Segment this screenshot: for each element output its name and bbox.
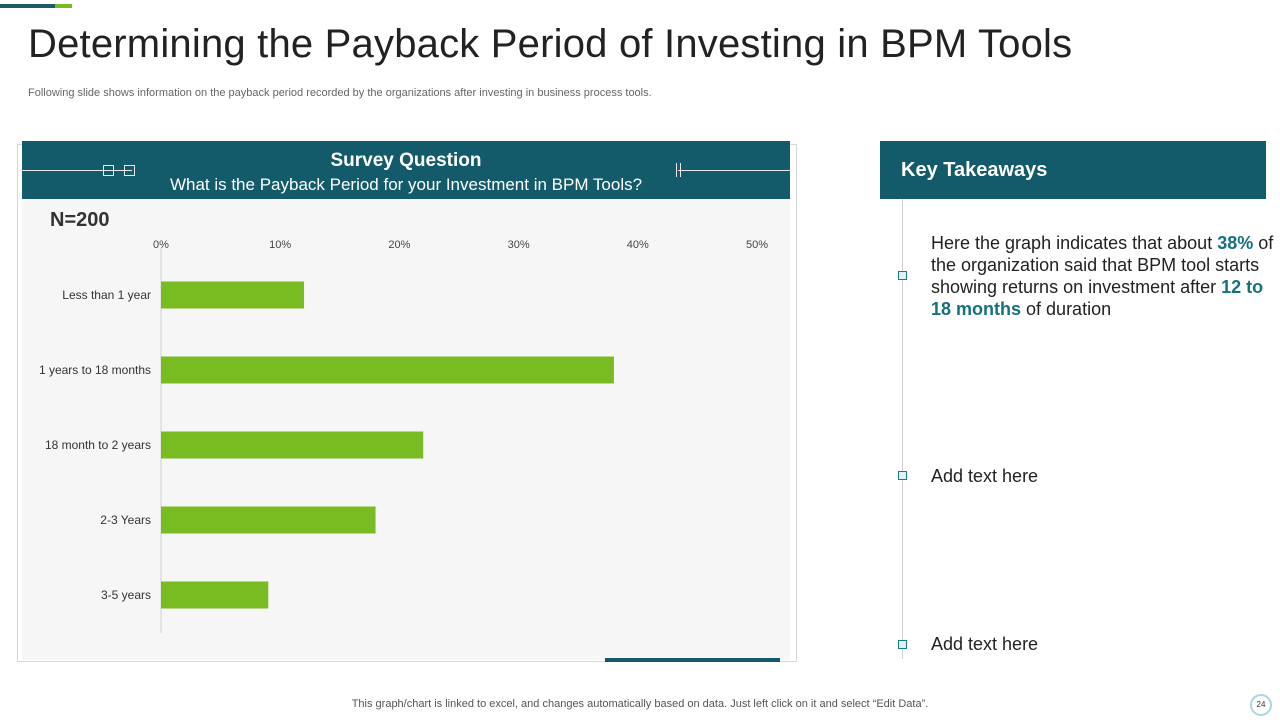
page-number: 24	[1250, 694, 1272, 716]
decorative-tick	[676, 163, 677, 177]
takeaways-title: Key Takeaways	[901, 159, 1048, 181]
x-tick-label: 40%	[627, 239, 649, 251]
category-label: 3-5 years	[101, 588, 151, 602]
takeaways-timeline	[902, 199, 903, 659]
chart-plot-area[interactable]	[22, 198, 790, 660]
takeaway-bullet-icon	[898, 471, 907, 480]
takeaway-item-3[interactable]: Add text here	[931, 634, 1039, 654]
category-label: 18 month to 2 years	[45, 438, 151, 452]
decorative-line-right	[678, 170, 790, 171]
category-label: 1 years to 18 months	[39, 363, 151, 377]
takeaway-highlight-duration: 12 to 18 months	[931, 277, 1264, 319]
footer-note: This graph/chart is linked to excel, and…	[351, 698, 929, 710]
takeaways-header: Key Takeaways	[880, 141, 1266, 199]
takeaway-bullet-icon	[898, 640, 907, 649]
x-tick-label: 50%	[746, 239, 768, 251]
x-tick-label: 20%	[388, 239, 410, 251]
decorative-line-left	[22, 170, 132, 171]
bar[interactable]	[161, 581, 269, 609]
category-label: 2-3 Years	[100, 513, 151, 527]
category-label: Less than 1 year	[62, 288, 151, 302]
sample-size-label: N=200	[50, 209, 110, 231]
takeaway-text: of the organization said that BPM tool s…	[931, 233, 1274, 297]
bar[interactable]	[161, 356, 614, 384]
decorative-square	[124, 165, 135, 176]
x-tick-label: 10%	[269, 239, 291, 251]
takeaway-item-2[interactable]: Add text here	[931, 466, 1039, 486]
decorative-tick	[680, 163, 681, 177]
bar[interactable]	[161, 281, 305, 309]
title-accent-bar	[0, 4, 55, 8]
page-subtitle: Following slide shows information on the…	[28, 87, 652, 99]
takeaway-text: of duration	[1021, 299, 1112, 319]
x-tick-label: 30%	[508, 239, 530, 251]
bar[interactable]	[161, 431, 424, 459]
x-tick-label: 0%	[153, 239, 169, 251]
survey-header: Survey Question What is the Payback Peri…	[22, 141, 790, 199]
survey-title: Survey Question	[330, 150, 482, 171]
decorative-square	[103, 165, 114, 176]
takeaway-highlight-percent: 38%	[1217, 233, 1254, 253]
takeaway-bullet-icon	[898, 271, 907, 280]
takeaway-item-1: Here the graph indicates that about 38% …	[931, 232, 1276, 320]
bar-chart[interactable]: 0% 10% 20% 30% 40% 50% Less than 1 year 1 years…	[22, 198, 790, 658]
title-accent-bar-green	[55, 4, 72, 8]
bar[interactable]	[161, 506, 376, 534]
survey-question: What is the Payback Period for your Inve…	[169, 175, 643, 194]
chart-bottom-accent	[605, 658, 780, 662]
page-title: Determining the Payback Period of Invest…	[28, 22, 1073, 66]
takeaway-text: Here the graph indicates that about	[931, 233, 1218, 253]
